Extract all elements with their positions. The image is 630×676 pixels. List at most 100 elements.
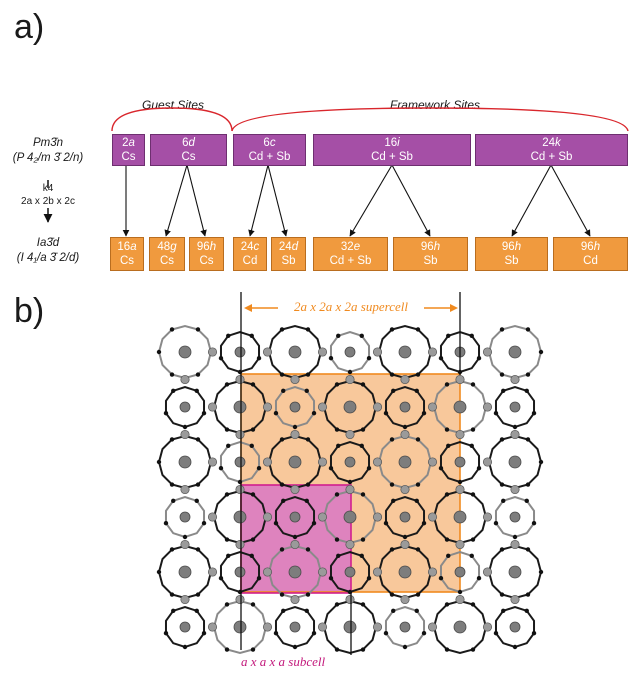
interstitial-atom — [482, 622, 493, 632]
child-full-symbol: (I 4₁/a 3̄ 2/d) — [16, 252, 80, 264]
framework-atom — [171, 498, 176, 504]
interstitial-atom — [400, 539, 410, 550]
guest-atom — [178, 565, 192, 579]
framework-atom — [249, 553, 254, 559]
parent-site-6c: 6c Cd + Sb — [233, 134, 306, 166]
framework-atom — [415, 437, 421, 442]
interstitial-atom — [482, 402, 493, 412]
framework-atom — [279, 372, 285, 377]
parent-full-symbol: (P 4₂/m 3̄ 2/n) — [12, 152, 84, 164]
framework-atom — [311, 520, 317, 526]
framework-atom — [226, 333, 231, 339]
framework-atom — [256, 465, 262, 471]
site-atoms: Cd — [242, 255, 258, 267]
framework-atom — [476, 575, 482, 581]
framework-atom — [470, 537, 476, 542]
interstitial-atom — [510, 429, 520, 440]
arrow-24k-96h-cd — [550, 164, 591, 237]
framework-atom — [250, 492, 256, 497]
framework-atom — [224, 602, 230, 607]
framework-atom — [169, 437, 175, 442]
framework-atom — [525, 372, 531, 377]
framework-atom — [444, 537, 450, 542]
framework-atom — [457, 479, 463, 485]
framework-atom — [224, 427, 230, 432]
framework-atom — [311, 410, 317, 416]
guest-atom — [509, 401, 521, 413]
crystal-structure-image — [156, 292, 544, 655]
interstitial-atom — [372, 402, 383, 412]
framework-atom — [279, 437, 285, 442]
framework-atom — [360, 602, 366, 607]
interstitial-atom — [427, 457, 438, 467]
guest-atom — [178, 455, 192, 469]
wyckoff-letter: h — [433, 241, 441, 253]
framework-atom — [389, 437, 395, 442]
framework-atom — [391, 498, 396, 504]
interstitial-atom — [207, 512, 218, 522]
framework-cage — [164, 385, 206, 429]
subcell-label: a x a x a subcell — [241, 654, 381, 670]
wyckoff-number: 24 — [278, 241, 292, 253]
framework-atom — [389, 547, 395, 552]
interstitial-atom — [290, 429, 300, 440]
framework-atom — [195, 547, 201, 552]
framework-atom — [531, 520, 537, 526]
framework-atom — [512, 644, 518, 650]
framework-atom — [470, 382, 476, 387]
wyckoff-letter: h — [514, 241, 522, 253]
interstitial-atom — [482, 347, 493, 357]
framework-atom — [415, 372, 421, 377]
guest-atom — [509, 511, 521, 523]
framework-cage — [164, 605, 206, 649]
guest-sites-bracket — [111, 107, 233, 132]
guest-atom — [344, 456, 356, 468]
framework-atom — [226, 443, 231, 449]
wyckoff-number: 16 — [117, 241, 131, 253]
guest-atom — [233, 400, 247, 414]
framework-atom — [328, 465, 334, 471]
child-site-96h-cs: 96h Cs — [189, 237, 224, 271]
wyckoff-number: 48 — [157, 241, 171, 253]
framework-atom — [538, 349, 544, 355]
framework-cage — [219, 550, 261, 594]
parent-site-6d: 6d Cs — [150, 134, 227, 166]
interstitial-atom — [317, 457, 328, 467]
parent-site-2a: 2a Cs — [112, 134, 145, 166]
framework-cage — [439, 330, 481, 374]
interstitial-atom — [180, 594, 190, 605]
framework-atom — [195, 372, 201, 377]
guest-atom — [179, 401, 191, 413]
framework-atom — [249, 333, 254, 339]
framework-atom — [402, 424, 408, 430]
interstitial-atom — [317, 402, 328, 412]
guest-atom — [398, 345, 412, 359]
interstitial-atom — [207, 457, 218, 467]
interstitial-atom — [317, 512, 328, 522]
site-atoms: Cd + Sb — [371, 151, 413, 163]
framework-atom — [171, 608, 176, 614]
interstitial-atom — [427, 567, 438, 577]
interstitial-atom — [317, 347, 328, 357]
framework-atom — [305, 547, 311, 552]
framework-atom — [279, 327, 285, 332]
interstitial-atom — [510, 594, 520, 605]
interstitial-atom — [235, 374, 245, 385]
wyckoff-letter: d — [291, 241, 299, 253]
framework-atom — [360, 537, 366, 542]
framework-atom — [273, 630, 279, 636]
interstitial-atom — [455, 539, 465, 550]
wyckoff-number: 24 — [542, 137, 556, 149]
framework-atom — [305, 327, 311, 332]
framework-atom — [218, 465, 224, 471]
framework-atom — [438, 355, 444, 361]
framework-cage — [384, 605, 426, 649]
child-space-group: Ia3̄d (I 4₁/a 3̄ 2/d) — [0, 236, 96, 266]
interstitial-atom — [400, 429, 410, 440]
framework-atom — [305, 437, 311, 442]
framework-atom — [383, 630, 389, 636]
interstitial-atom — [345, 484, 355, 495]
wyckoff-number: 96 — [420, 241, 434, 253]
framework-atom — [389, 372, 395, 377]
guest-atom — [289, 401, 301, 413]
